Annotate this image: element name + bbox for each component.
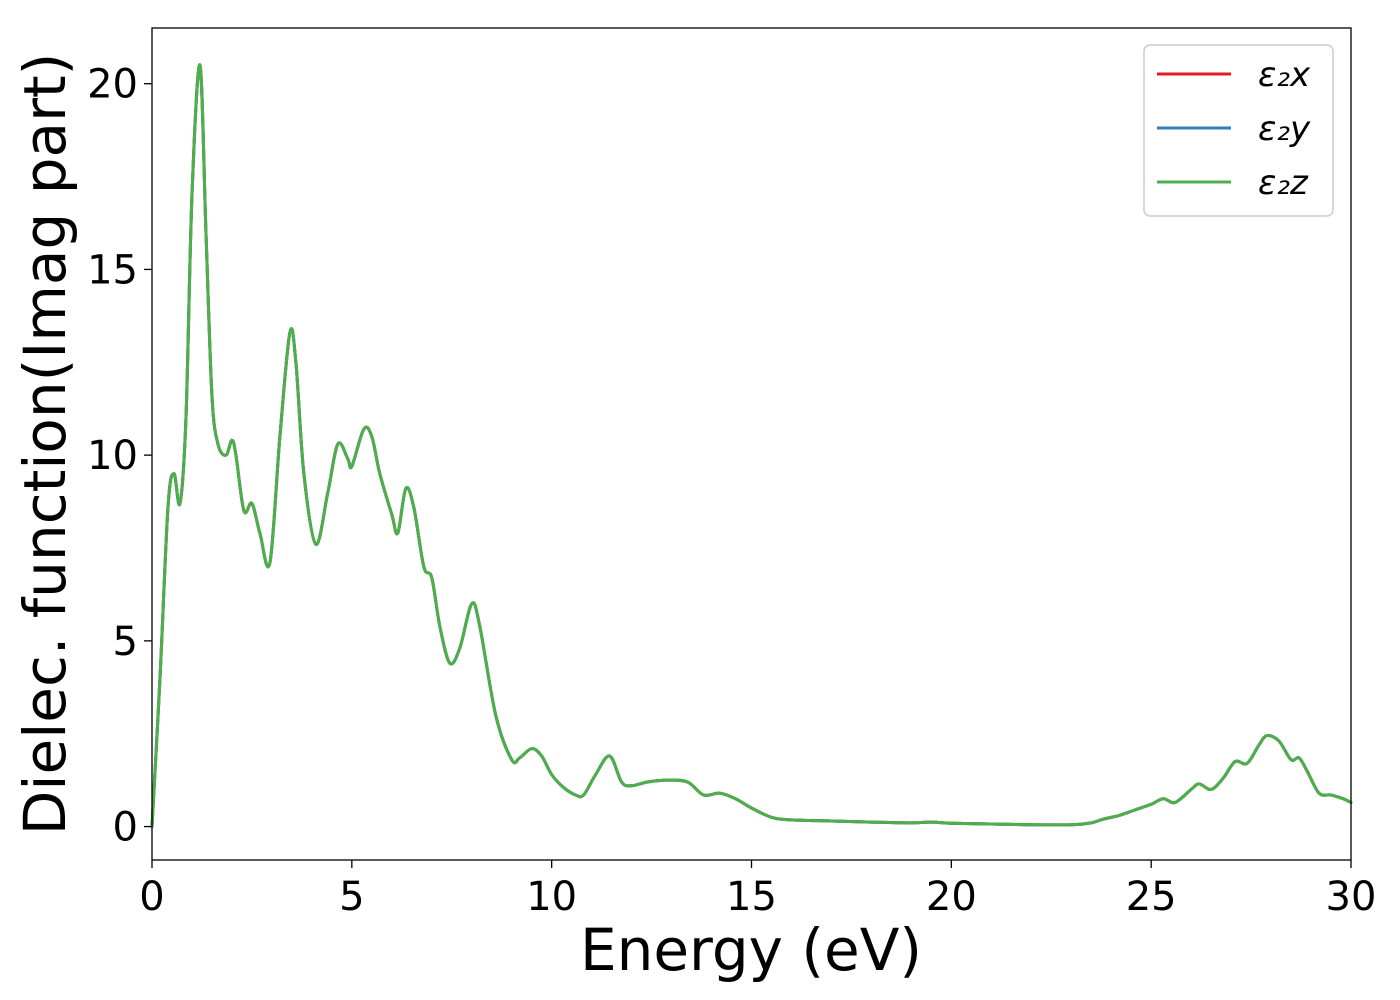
series-layer <box>150 63 1353 829</box>
y-tick-label: 15 <box>87 247 138 293</box>
x-axis-label: Energy (eV) <box>580 916 922 984</box>
legend: ε₂x ε₂y ε₂z <box>1143 44 1334 217</box>
y-axis-ticks: 0 5 10 15 20 <box>87 62 152 851</box>
y-tick-label: 10 <box>87 433 138 479</box>
x-tick-label: 30 <box>1326 874 1377 920</box>
x-tick-label: 25 <box>1126 874 1177 920</box>
y-axis-label: Dielec. function(Imag part) <box>11 53 79 836</box>
x-tick-label: 20 <box>926 874 977 920</box>
legend-label-3: ε₂z <box>1258 163 1309 203</box>
y-tick-label: 0 <box>113 805 138 851</box>
x-tick-label: 5 <box>339 874 364 920</box>
series-line-3 <box>150 63 1353 829</box>
x-tick-label: 10 <box>526 874 577 920</box>
legend-label-2: ε₂y <box>1258 109 1311 149</box>
legend-entries: ε₂x ε₂y ε₂z <box>1157 55 1311 203</box>
y-tick-label: 5 <box>113 619 138 665</box>
x-axis-ticks: 0 5 10 15 20 25 30 <box>139 860 1376 920</box>
y-tick-label: 20 <box>87 62 138 108</box>
x-tick-label: 15 <box>726 874 777 920</box>
x-tick-label: 0 <box>139 874 164 920</box>
legend-box <box>1143 44 1334 217</box>
legend-label-1: ε₂x <box>1258 55 1311 95</box>
